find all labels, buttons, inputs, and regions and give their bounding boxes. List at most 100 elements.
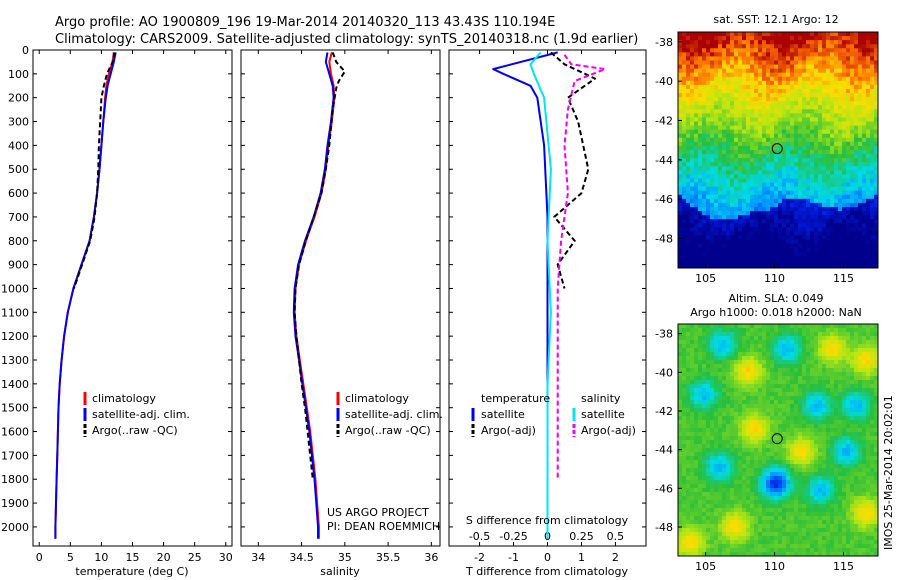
map-cell bbox=[790, 223, 795, 228]
map-cell bbox=[758, 255, 763, 261]
map-cell bbox=[706, 372, 711, 377]
map-cell bbox=[746, 194, 751, 200]
map-cell bbox=[698, 360, 703, 365]
map-cell bbox=[786, 125, 791, 131]
map-cell bbox=[766, 332, 771, 337]
map-cell bbox=[842, 162, 847, 167]
map-cell bbox=[746, 162, 751, 167]
map-cell bbox=[718, 101, 723, 106]
map-cell bbox=[750, 364, 755, 369]
map-cell bbox=[694, 227, 699, 232]
map-cell bbox=[874, 368, 879, 373]
map-cell bbox=[838, 364, 843, 369]
map-cell bbox=[734, 344, 739, 349]
map-cell bbox=[870, 125, 875, 131]
map-cell bbox=[766, 182, 771, 188]
map-cell bbox=[858, 113, 863, 118]
map-cell bbox=[782, 219, 787, 224]
map-cell bbox=[846, 133, 851, 139]
map-cell bbox=[718, 166, 723, 171]
map-cell bbox=[762, 400, 767, 405]
map-cell bbox=[754, 97, 759, 102]
map-cell bbox=[850, 348, 855, 353]
map-cell bbox=[782, 231, 787, 236]
map-cell bbox=[742, 324, 747, 329]
x-tick-label: 25 bbox=[188, 551, 202, 564]
map-cell bbox=[710, 76, 715, 82]
map-cell bbox=[690, 251, 695, 257]
map-cell bbox=[782, 412, 787, 417]
map-cell bbox=[738, 332, 743, 337]
map-cell bbox=[746, 129, 751, 135]
map-cell bbox=[754, 344, 759, 349]
difference-legend: temperature satellite Argo(-adj) salinit… bbox=[471, 392, 636, 437]
map-cell bbox=[702, 380, 707, 385]
map-cell bbox=[686, 186, 691, 192]
map-cell bbox=[854, 456, 859, 461]
map-cell bbox=[726, 84, 731, 90]
map-cell bbox=[834, 88, 839, 94]
map-cell bbox=[710, 206, 715, 212]
map-cell bbox=[802, 356, 807, 361]
map-cell bbox=[682, 170, 687, 175]
map-cell bbox=[698, 84, 703, 90]
map-cell bbox=[738, 336, 743, 341]
map-cell bbox=[690, 380, 695, 385]
map-cell bbox=[686, 227, 691, 232]
map-cell bbox=[778, 158, 783, 163]
map-cell bbox=[834, 336, 839, 341]
map-cell bbox=[826, 64, 831, 70]
map-cell bbox=[870, 137, 875, 143]
map-cell bbox=[838, 432, 843, 437]
map-cell bbox=[682, 117, 687, 122]
map-cell bbox=[790, 64, 795, 70]
map-cell bbox=[726, 76, 731, 82]
map-cell bbox=[774, 440, 779, 445]
map-cell bbox=[786, 336, 791, 341]
map-cell bbox=[802, 174, 807, 179]
map-cell bbox=[734, 60, 739, 65]
map-cell bbox=[846, 198, 851, 204]
map-cell bbox=[802, 384, 807, 389]
y-tick-label: -42 bbox=[655, 115, 673, 128]
map-cell bbox=[722, 56, 727, 61]
map-cell bbox=[714, 392, 719, 397]
map-cell bbox=[706, 129, 711, 135]
map-cell bbox=[782, 396, 787, 401]
map-cell bbox=[782, 384, 787, 389]
map-cell bbox=[834, 235, 839, 240]
map-cell bbox=[798, 372, 803, 377]
map-cell bbox=[766, 186, 771, 192]
map-cell bbox=[858, 384, 863, 389]
map-cell bbox=[762, 396, 767, 401]
map-cell bbox=[870, 408, 875, 413]
map-cell bbox=[842, 121, 847, 126]
map-cell bbox=[738, 137, 743, 143]
map-cell bbox=[834, 105, 839, 110]
map-cell bbox=[758, 336, 763, 341]
map-cell bbox=[802, 328, 807, 333]
map-cell bbox=[830, 452, 835, 457]
map-cell bbox=[794, 324, 799, 329]
map-cell bbox=[682, 150, 687, 155]
map-cell bbox=[870, 162, 875, 167]
map-cell bbox=[794, 202, 799, 208]
map-cell bbox=[698, 219, 703, 224]
map-cell bbox=[730, 231, 735, 236]
map-cell bbox=[870, 255, 875, 261]
map-cell bbox=[842, 56, 847, 61]
map-cell bbox=[774, 448, 779, 453]
map-cell bbox=[762, 68, 767, 74]
map-cell bbox=[738, 368, 743, 373]
map-cell bbox=[746, 360, 751, 365]
map-cell bbox=[682, 133, 687, 139]
map-cell bbox=[758, 452, 763, 457]
map-cell bbox=[750, 97, 755, 102]
map-cell bbox=[698, 202, 703, 208]
map-cell bbox=[678, 235, 683, 240]
map-cell bbox=[682, 80, 687, 86]
map-cell bbox=[826, 352, 831, 357]
map-cell bbox=[854, 376, 859, 381]
map-cell bbox=[798, 60, 803, 65]
map-cell bbox=[810, 215, 815, 220]
